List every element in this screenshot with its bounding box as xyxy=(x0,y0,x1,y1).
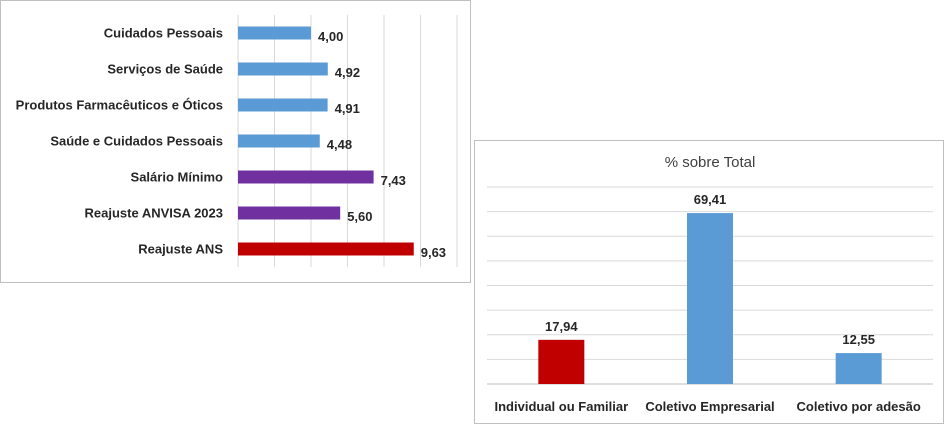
category-label-reajuste-ans: Reajuste ANS xyxy=(138,242,223,257)
data-label-salario-minimo: 7,43 xyxy=(381,173,406,188)
data-label-produtos-farmaceuticos-e-oticos: 4,91 xyxy=(335,101,360,116)
bar-individual-ou-familiar xyxy=(538,339,585,384)
data-label-reajuste-anvisa-2023: 5,60 xyxy=(347,209,372,224)
category-label-produtos-farmaceuticos-e-oticos: Produtos Farmacêuticos e Óticos xyxy=(16,98,223,113)
category-label-salario-minimo: Salário Mínimo xyxy=(131,170,224,185)
chart-panel-readjustments: Cuidados Pessoais 4,00 Serviços de Saúde 4,… xyxy=(0,0,471,283)
bar-reajuste-ans xyxy=(238,242,414,256)
category-label-servicos-de-saude: Serviços de Saúde xyxy=(107,62,223,77)
bar-produtos-farmaceuticos-e-oticos xyxy=(238,98,328,112)
chart-panel-share-of-total: % sobre Total 17,94 Individual ou Familiar… xyxy=(474,140,944,424)
bar-coletivo-empresarial xyxy=(687,213,733,384)
data-label-saude-e-cuidados-pessoais: 4,48 xyxy=(327,137,352,152)
data-label-coletivo-por-adesao: 12,55 xyxy=(842,332,875,347)
bar-reajuste-anvisa-2023 xyxy=(238,206,341,220)
category-label-saude-e-cuidados-pessoais: Saúde e Cuidados Pessoais xyxy=(50,134,223,149)
category-label-coletivo-por-adesao: Coletivo por adesão xyxy=(797,399,921,414)
bar-servicos-de-saude xyxy=(238,62,328,76)
bar-coletivo-por-adesao xyxy=(835,353,882,384)
data-label-servicos-de-saude: 4,92 xyxy=(335,65,360,80)
category-label-reajuste-anvisa-2023: Reajuste ANVISA 2023 xyxy=(85,206,224,221)
bar-saude-e-cuidados-pessoais xyxy=(238,134,320,148)
chart-title: % sobre Total xyxy=(665,154,756,171)
share-of-total-bar-chart: % sobre Total 17,94 Individual ou Familiar… xyxy=(487,154,933,414)
data-label-coletivo-empresarial: 69,41 xyxy=(694,192,727,207)
data-label-reajuste-ans: 9,63 xyxy=(421,245,446,260)
category-label-individual-ou-familiar: Individual ou Familiar xyxy=(495,399,629,414)
category-label-cuidados-pessoais: Cuidados Pessoais xyxy=(104,26,223,41)
bar-salario-minimo xyxy=(238,170,374,184)
category-label-coletivo-empresarial: Coletivo Empresarial xyxy=(645,399,774,414)
bar-cuidados-pessoais xyxy=(238,26,311,40)
data-label-cuidados-pessoais: 4,00 xyxy=(318,29,343,44)
readjustment-bar-chart: Cuidados Pessoais 4,00 Serviços de Saúde 4,… xyxy=(16,15,458,267)
data-label-individual-ou-familiar: 17,94 xyxy=(545,319,578,334)
